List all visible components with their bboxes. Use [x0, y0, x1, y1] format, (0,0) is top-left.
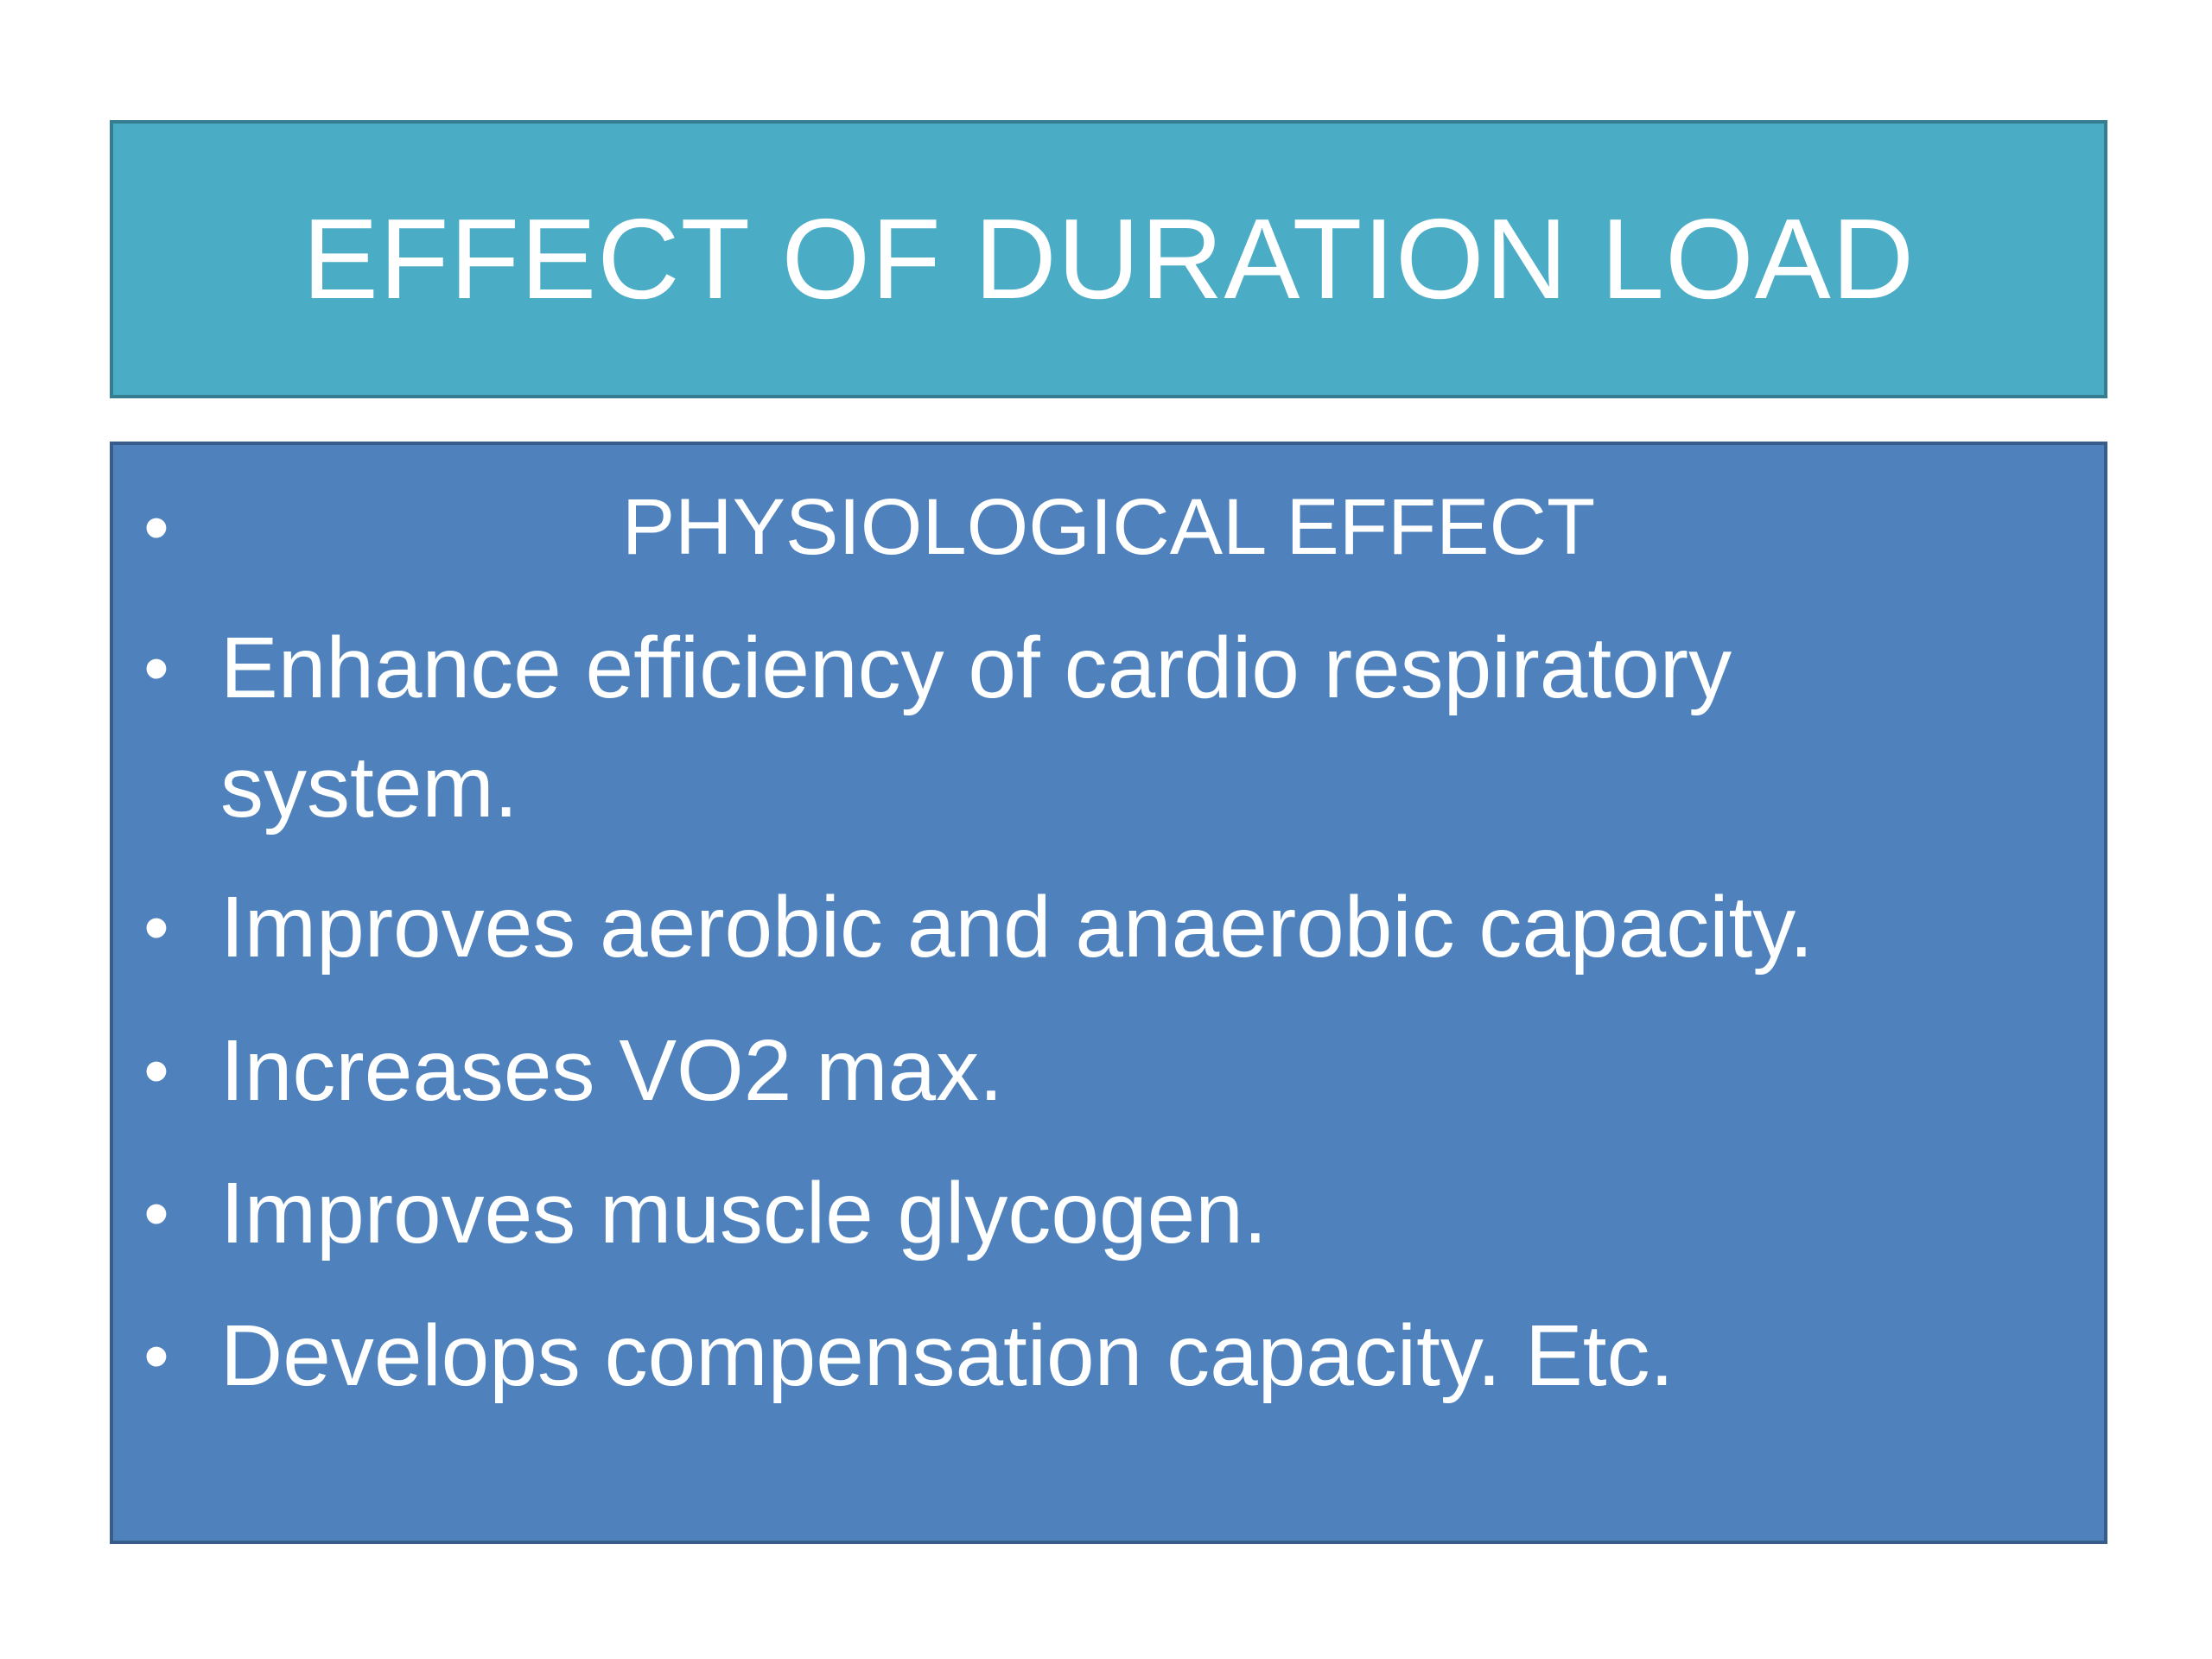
bullet-icon: • [143, 486, 169, 568]
list-item-text: Improves aerobic and anaerobic capacity. [220, 879, 1814, 976]
section-heading: PHYSIOLOGICAL EFFECT [621, 483, 1596, 571]
bullet-icon: • [143, 1030, 169, 1111]
bullet-icon: • [143, 887, 169, 968]
list-item-text: Improves muscle glycogen. [220, 1165, 1268, 1262]
list-item-text: Develops compensation capacity. Etc. [220, 1307, 1675, 1404]
bullet-icon: • [143, 627, 169, 709]
content-box: • PHYSIOLOGICAL EFFECT • Enhance efficie… [110, 442, 2107, 1544]
bullet-icon: • [143, 1173, 169, 1254]
list-item-text: Increases VO2 max. [220, 1022, 1003, 1119]
slide-title: EFFECT OF DURATION LOAD [302, 195, 1916, 322]
list-item-text: Enhance efficiency of cardio respiratory… [220, 620, 1732, 836]
bullet-icon: • [143, 1315, 169, 1396]
title-box: EFFECT OF DURATION LOAD [110, 120, 2107, 398]
